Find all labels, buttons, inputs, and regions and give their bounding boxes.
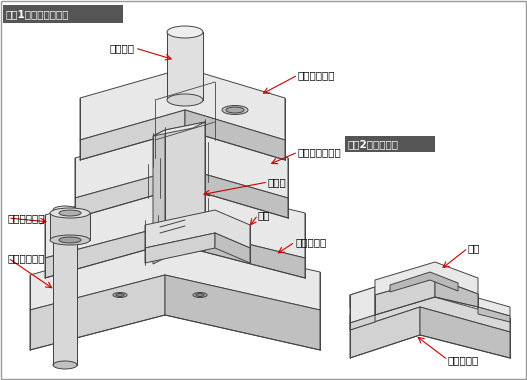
Polygon shape: [215, 233, 250, 263]
Polygon shape: [145, 233, 215, 263]
Polygon shape: [50, 213, 90, 240]
Polygon shape: [75, 127, 288, 198]
Text: パンチプレート: パンチプレート: [298, 147, 341, 157]
Text: 製品: 製品: [468, 243, 481, 253]
Ellipse shape: [167, 94, 203, 106]
Polygon shape: [185, 110, 285, 160]
Polygon shape: [153, 122, 205, 136]
Polygon shape: [75, 168, 183, 218]
Polygon shape: [420, 307, 510, 358]
Text: ガイドブシュ: ガイドブシュ: [8, 213, 45, 223]
Ellipse shape: [222, 106, 248, 114]
Ellipse shape: [50, 235, 90, 245]
Polygon shape: [170, 225, 305, 278]
Polygon shape: [350, 307, 420, 358]
Ellipse shape: [59, 237, 81, 243]
Polygon shape: [165, 275, 320, 350]
Polygon shape: [183, 168, 288, 218]
Ellipse shape: [167, 26, 203, 38]
Polygon shape: [350, 315, 375, 330]
Polygon shape: [478, 298, 510, 316]
Polygon shape: [350, 287, 375, 323]
Text: パンチホルダ: パンチホルダ: [298, 70, 336, 80]
Polygon shape: [435, 278, 478, 307]
Polygon shape: [80, 110, 185, 160]
Polygon shape: [167, 32, 203, 100]
Ellipse shape: [196, 293, 204, 296]
Ellipse shape: [59, 210, 81, 216]
Text: ダイホルダ: ダイホルダ: [295, 237, 326, 247]
Polygon shape: [165, 122, 205, 258]
Text: シャンク: シャンク: [110, 43, 135, 53]
Ellipse shape: [116, 293, 124, 296]
Polygon shape: [45, 225, 170, 278]
FancyBboxPatch shape: [345, 136, 435, 152]
Polygon shape: [45, 180, 305, 258]
Text: パンチ: パンチ: [268, 177, 287, 187]
Polygon shape: [375, 278, 435, 315]
Polygon shape: [30, 237, 320, 310]
FancyBboxPatch shape: [3, 5, 123, 23]
Polygon shape: [80, 68, 285, 140]
Text: スクラップ: スクラップ: [448, 355, 479, 365]
Polygon shape: [53, 210, 77, 365]
Ellipse shape: [53, 361, 77, 369]
Polygon shape: [350, 293, 510, 332]
Polygon shape: [350, 287, 375, 315]
Text: ダイ: ダイ: [258, 210, 270, 220]
Ellipse shape: [228, 108, 242, 112]
Ellipse shape: [193, 293, 207, 298]
Polygon shape: [375, 262, 478, 295]
Ellipse shape: [50, 208, 90, 218]
Polygon shape: [390, 272, 458, 292]
Polygon shape: [478, 307, 510, 322]
Text: ガイドポスト: ガイドポスト: [8, 253, 45, 263]
Polygon shape: [153, 130, 165, 264]
Ellipse shape: [113, 293, 127, 298]
Polygon shape: [145, 210, 250, 248]
Text: 『図1』分断型の構造: 『図1』分断型の構造: [5, 9, 69, 19]
Text: 『図2』加工状態: 『図2』加工状態: [347, 139, 398, 149]
Ellipse shape: [53, 206, 77, 214]
Polygon shape: [30, 275, 165, 350]
Ellipse shape: [226, 107, 244, 113]
